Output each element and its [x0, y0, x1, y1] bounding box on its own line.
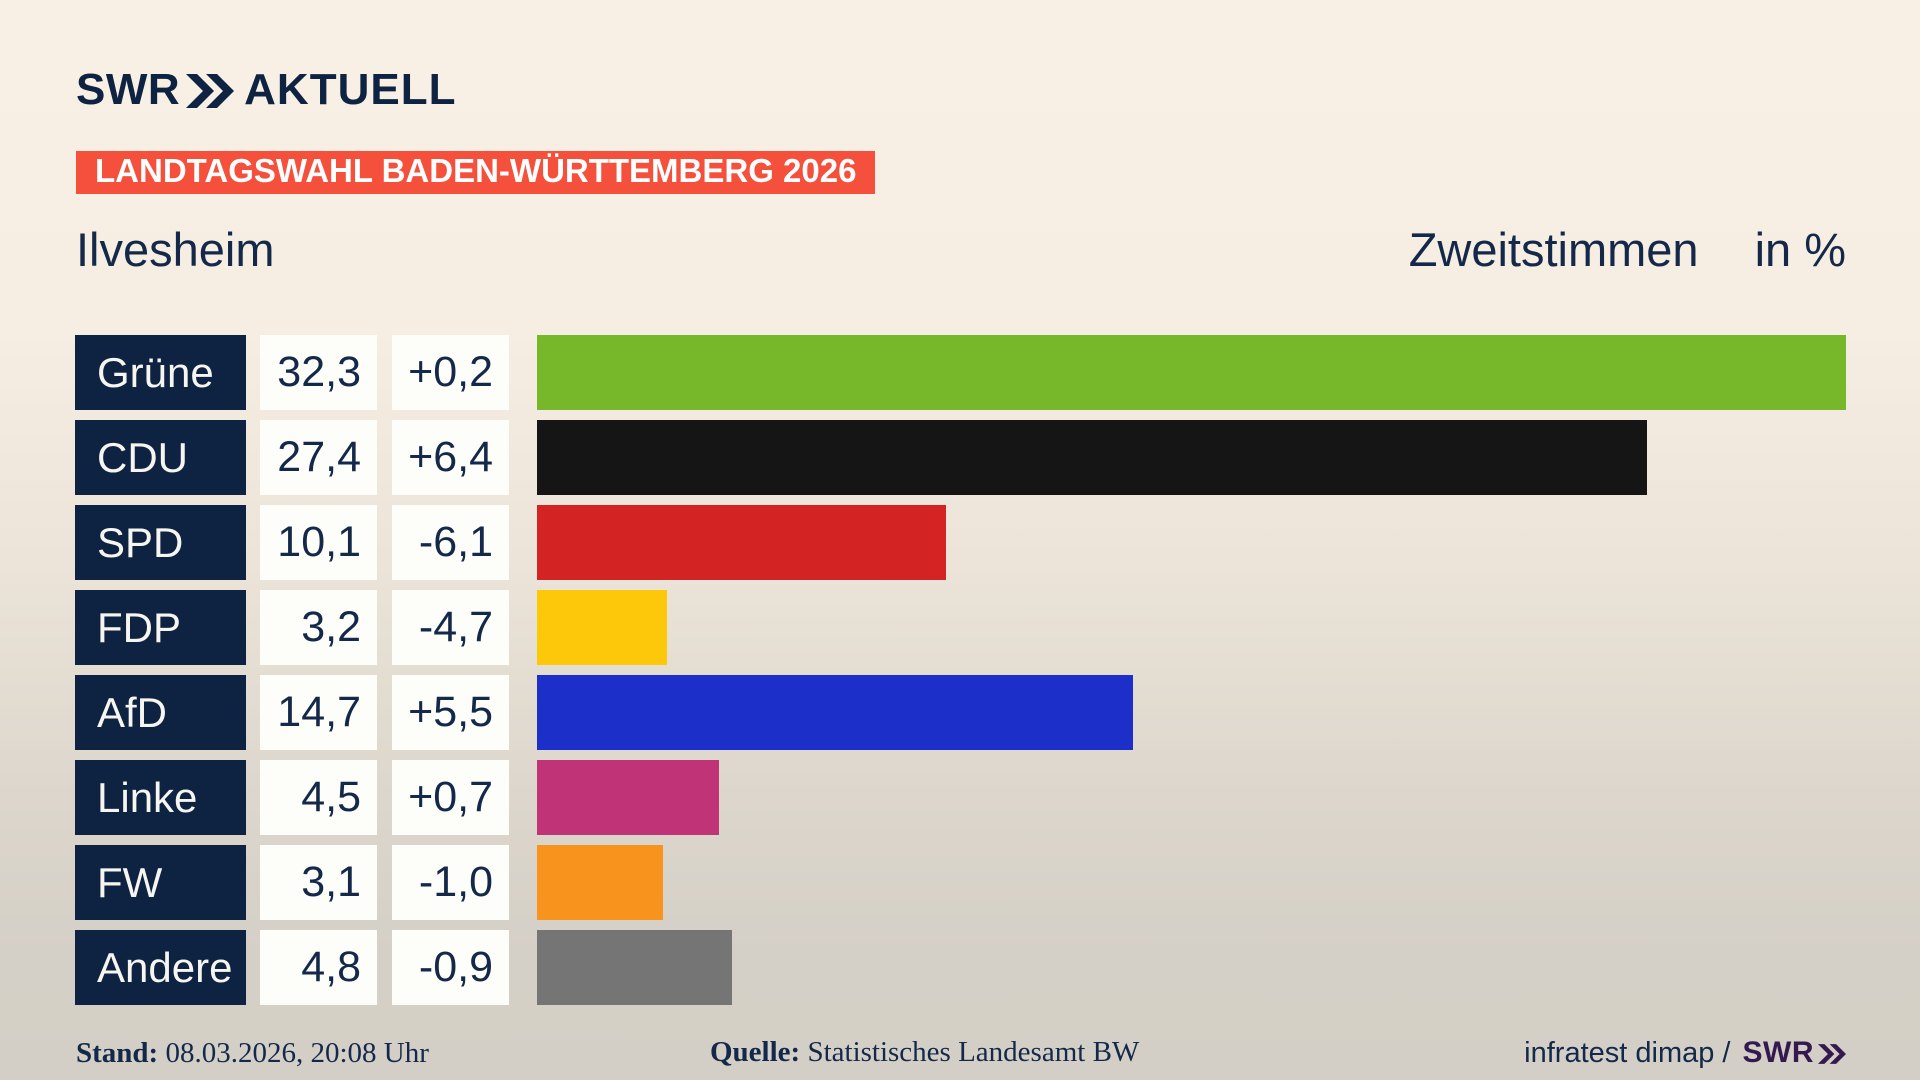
source-value: Statistisches Landesamt BW [807, 1036, 1140, 1068]
election-banner: LANDTAGSWAHL BADEN-WÜRTTEMBERG 2026 [76, 151, 876, 194]
bar-track [537, 675, 1846, 750]
party-label: Andere [75, 930, 246, 1005]
source-label: Quelle: [710, 1036, 801, 1068]
chart-measure-title: Zweitstimmen in % [1409, 222, 1846, 277]
credit-swr-text: SWR [1742, 1036, 1814, 1069]
party-label: Linke [75, 760, 246, 835]
title-row: Ilvesheim Zweitstimmen in % [76, 222, 1846, 277]
party-label: AfD [75, 675, 246, 750]
stand-text: Stand: 08.03.2026, 20:08 Uhr [76, 1037, 429, 1070]
swr-chevron-icon [186, 74, 235, 108]
vote-value: 27,4 [260, 420, 377, 495]
vote-bar [537, 675, 1133, 750]
vote-change: +6,4 [392, 420, 509, 495]
page-title-region: Ilvesheim [76, 223, 275, 276]
logo-suffix-text: AKTUELL [244, 65, 457, 114]
measure-label: Zweitstimmen [1408, 223, 1699, 276]
party-row: Andere 4,8 -0,9 [75, 930, 1846, 1005]
vote-value: 4,5 [260, 760, 377, 835]
footer: Stand: 08.03.2026, 20:08 Uhr Quelle: Sta… [76, 1036, 1846, 1070]
bar-track [537, 420, 1846, 495]
vote-change: -1,0 [392, 845, 509, 920]
bar-track [537, 335, 1846, 410]
vote-value: 3,1 [260, 845, 377, 920]
vote-change: +5,5 [392, 675, 509, 750]
party-label: FW [75, 845, 246, 920]
vote-bar [537, 930, 732, 1005]
vote-bar [537, 335, 1846, 410]
party-row: Grüne 32,3 +0,2 [75, 335, 1846, 410]
credit-text: infratest dimap / SWR [1524, 1036, 1846, 1070]
bar-track [537, 760, 1846, 835]
party-label: Grüne [75, 335, 246, 410]
vote-value: 32,3 [260, 335, 377, 410]
credit-chevron-icon [1818, 1044, 1846, 1064]
vote-bar [537, 590, 667, 665]
bar-track [537, 845, 1846, 920]
vote-bar [537, 420, 1648, 495]
party-row: CDU 27,4 +6,4 [75, 420, 1846, 495]
stand-label: Stand: [76, 1036, 159, 1069]
party-label: SPD [75, 505, 246, 580]
swr-logo-text: SWR [76, 65, 181, 114]
vote-bar [537, 845, 663, 920]
bar-track [537, 590, 1846, 665]
bar-track [537, 930, 1846, 1005]
vote-change: -0,9 [392, 930, 509, 1005]
vote-bar [537, 760, 720, 835]
credit-agency: infratest dimap / [1524, 1036, 1731, 1069]
vote-change: -4,7 [392, 590, 509, 665]
party-row: FW 3,1 -1,0 [75, 845, 1846, 920]
stand-value: 08.03.2026, 20:08 Uhr [165, 1036, 429, 1069]
vote-bar [537, 505, 947, 580]
vote-change: +0,2 [392, 335, 509, 410]
credit-swr-logo: SWR [1742, 1036, 1846, 1070]
vote-value: 4,8 [260, 930, 377, 1005]
party-row: Linke 4,5 +0,7 [75, 760, 1846, 835]
vote-value: 3,2 [260, 590, 377, 665]
party-row: SPD 10,1 -6,1 [75, 505, 1846, 580]
unit-label: in % [1754, 223, 1846, 276]
vote-value: 14,7 [260, 675, 377, 750]
party-row: FDP 3,2 -4,7 [75, 590, 1846, 665]
party-label: FDP [75, 590, 246, 665]
chart-rows: Grüne 32,3 +0,2 CDU 27,4 +6,4 SPD 10,1 -… [75, 335, 1846, 1015]
vote-change: +0,7 [392, 760, 509, 835]
party-label: CDU [75, 420, 246, 495]
vote-value: 10,1 [260, 505, 377, 580]
bar-track [537, 505, 1846, 580]
party-row: AfD 14,7 +5,5 [75, 675, 1846, 750]
source-text: Quelle: Statistisches Landesamt BW [710, 1036, 1139, 1069]
swr-aktuell-logo: SWR AKTUELL [76, 68, 456, 112]
vote-change: -6,1 [392, 505, 509, 580]
